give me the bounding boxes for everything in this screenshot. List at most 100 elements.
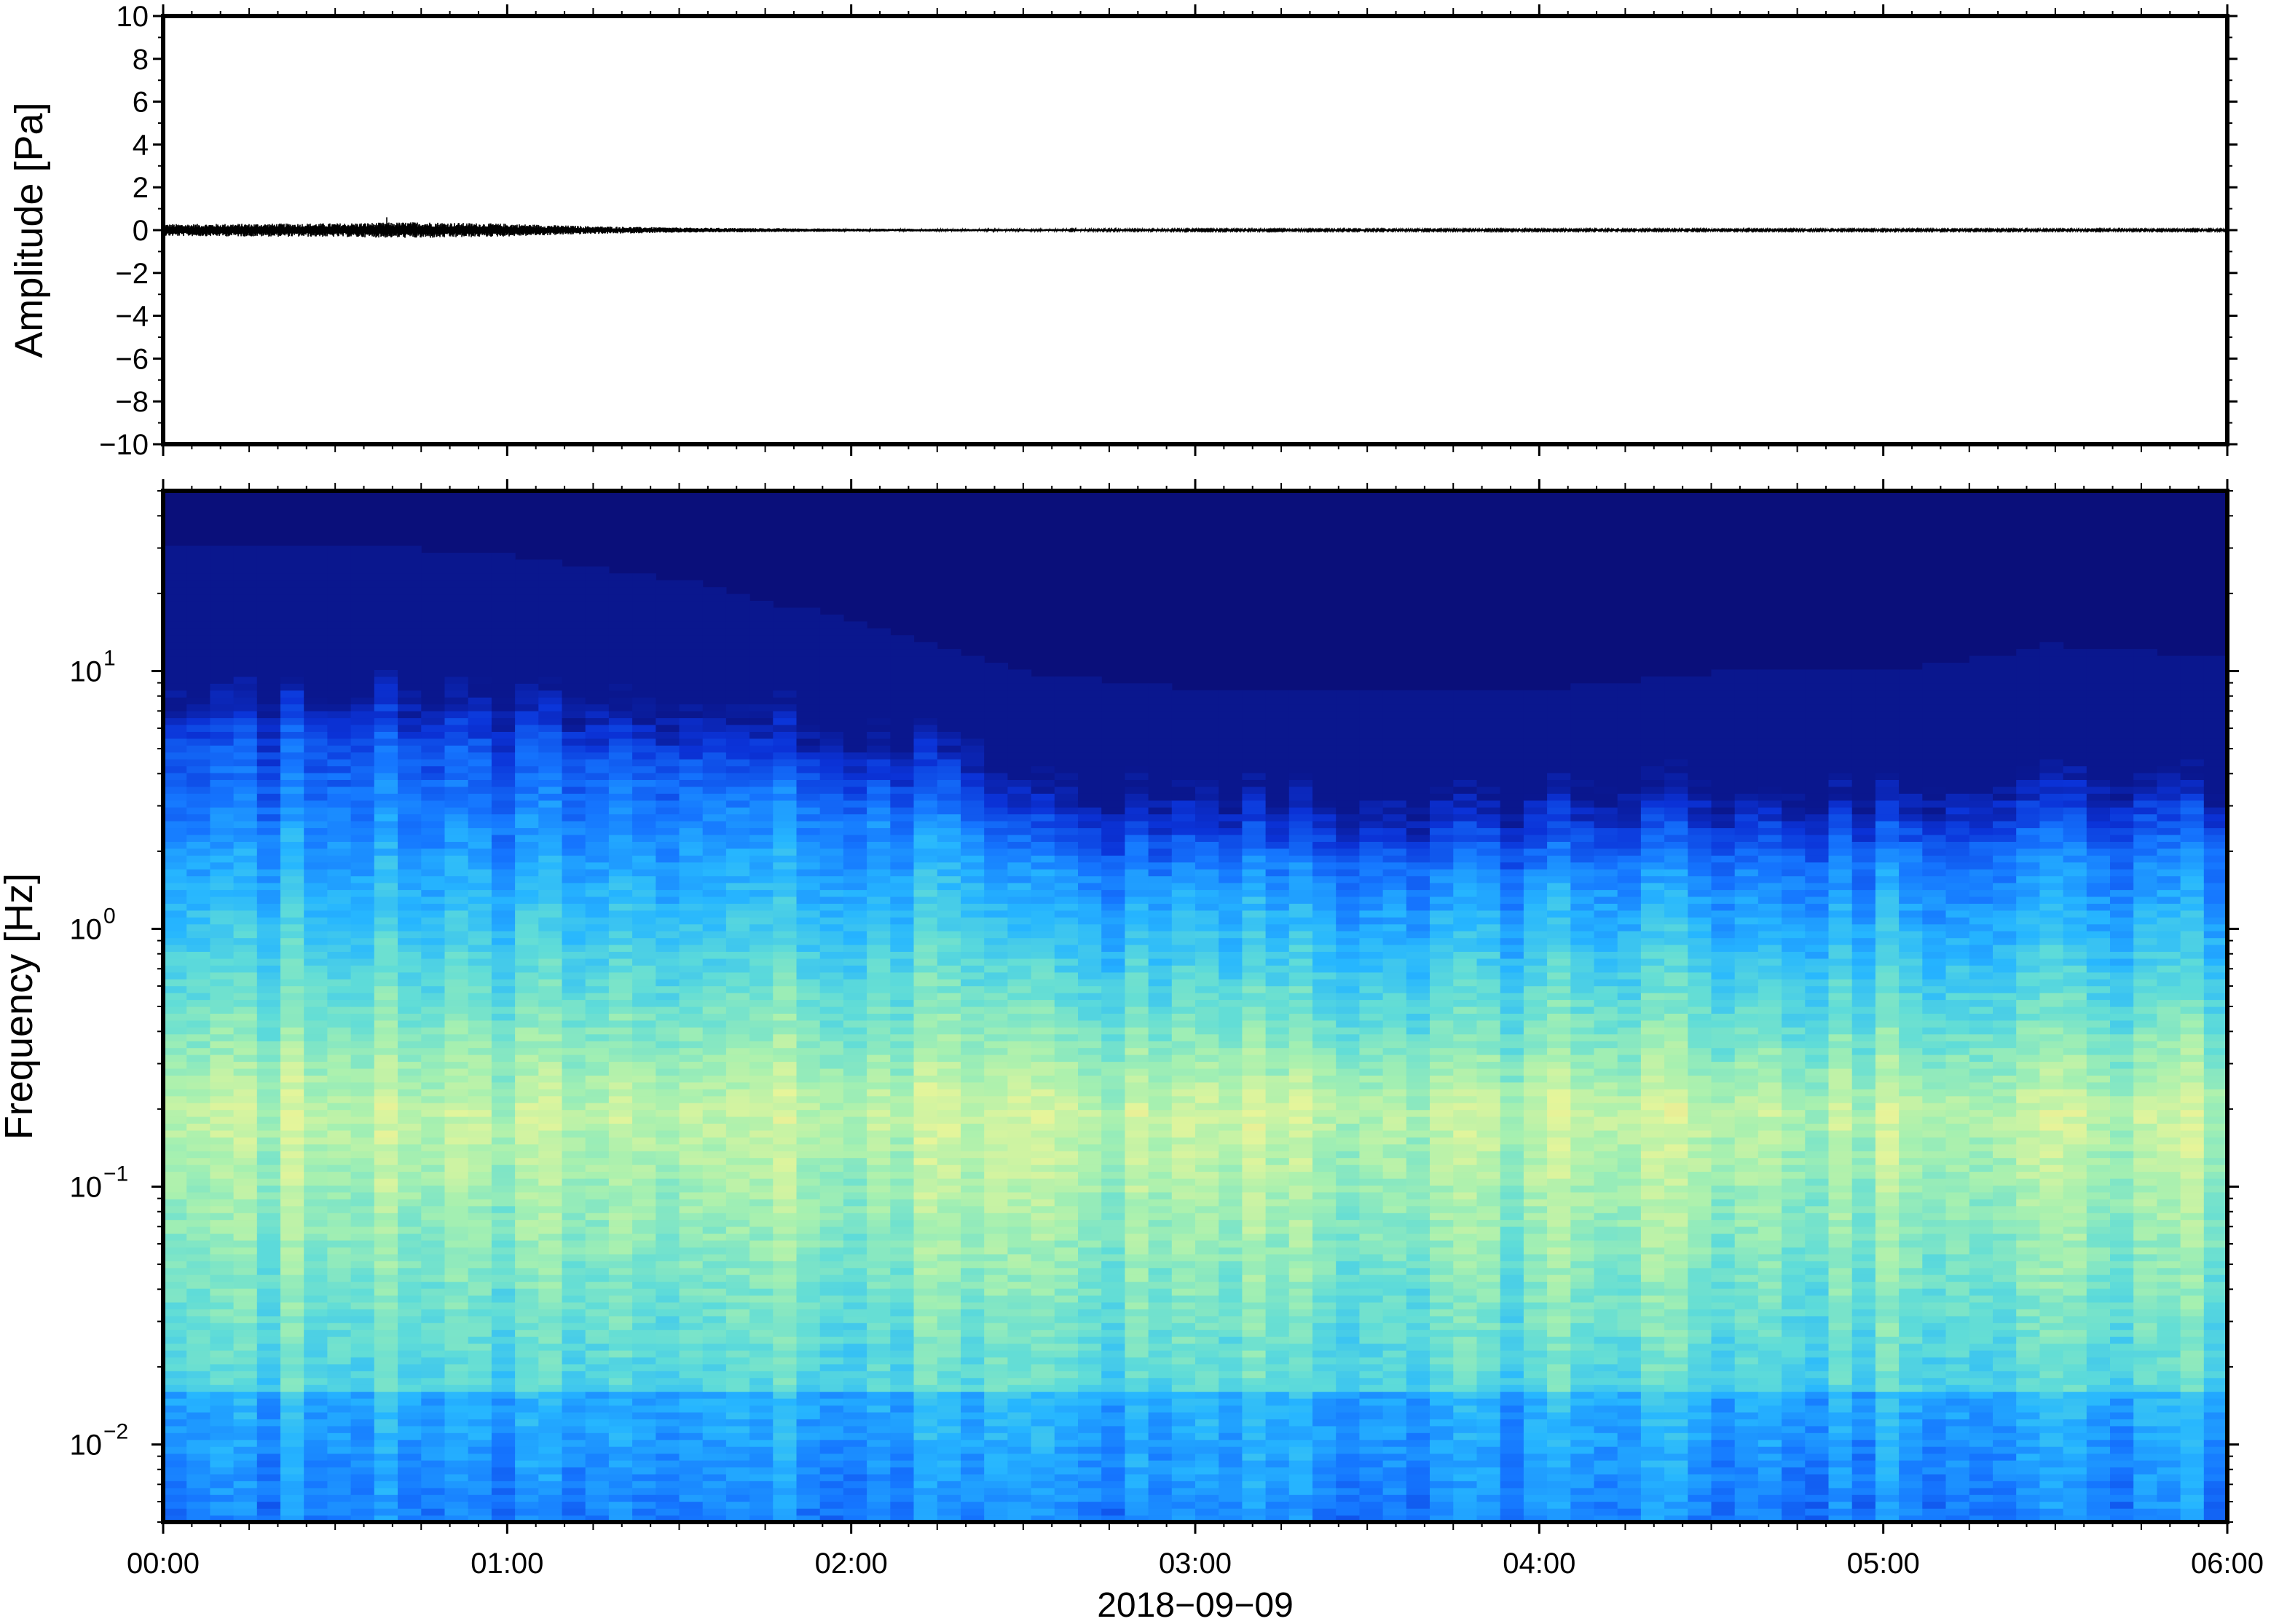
heatmap-cell xyxy=(608,896,633,904)
heatmap-cell xyxy=(374,1384,398,1392)
heatmap-cell xyxy=(773,1033,798,1041)
heatmap-cell xyxy=(632,1363,656,1371)
heatmap-cell xyxy=(398,553,422,560)
heatmap-cell xyxy=(843,1281,867,1289)
heatmap-cell xyxy=(421,752,446,760)
heatmap-cell xyxy=(491,559,516,567)
heatmap-cell xyxy=(538,1191,563,1199)
heatmap-cell xyxy=(749,793,774,801)
heatmap-cell xyxy=(890,862,915,870)
heatmap-cell xyxy=(632,1329,656,1337)
heatmap-cell xyxy=(374,1020,398,1028)
heatmap-cell xyxy=(398,903,422,911)
heatmap-cell xyxy=(773,883,798,891)
heatmap-cell xyxy=(327,800,352,808)
heatmap-cell xyxy=(210,875,235,883)
heatmap-cell xyxy=(725,869,750,877)
heatmap-cell xyxy=(632,1460,656,1467)
heatmap-cell xyxy=(608,821,633,829)
heatmap-cell xyxy=(421,1343,446,1351)
heatmap-cell xyxy=(890,683,915,691)
heatmap-cell xyxy=(890,1487,915,1495)
heatmap-cell xyxy=(374,601,398,608)
heatmap-cell xyxy=(468,1357,492,1365)
heatmap-cell xyxy=(843,917,867,925)
heatmap-cell xyxy=(210,1219,235,1227)
heatmap-cell xyxy=(421,1508,446,1516)
heatmap-cell xyxy=(679,993,704,1001)
heatmap-cell xyxy=(233,848,258,856)
heatmap-cell xyxy=(468,1288,492,1296)
heatmap-cell xyxy=(632,1068,656,1076)
heatmap-cell xyxy=(961,1061,985,1069)
heatmap-cell xyxy=(890,703,915,712)
heatmap-cell xyxy=(421,566,446,574)
heatmap-cell xyxy=(304,1164,328,1172)
heatmap-cell xyxy=(468,779,492,787)
heatmap-cell xyxy=(749,614,774,622)
heatmap-cell xyxy=(702,614,727,622)
heatmap-cell xyxy=(515,951,539,959)
heatmap-cell xyxy=(867,1391,891,1399)
heatmap-cell xyxy=(256,1371,281,1379)
heatmap-cell xyxy=(350,690,375,698)
heatmap-cell xyxy=(679,1191,704,1199)
heatmap-cell xyxy=(256,1295,281,1303)
heatmap-cell xyxy=(163,1116,187,1124)
heatmap-cell xyxy=(444,1377,469,1385)
heatmap-cell xyxy=(679,717,704,725)
heatmap-cell xyxy=(538,917,563,925)
heatmap-cell xyxy=(867,711,891,719)
heatmap-cell xyxy=(515,1164,539,1172)
heatmap-cell xyxy=(913,676,938,684)
y-tick-label: 10 xyxy=(117,1,149,33)
heatmap-cell xyxy=(327,1233,352,1241)
heatmap-cell xyxy=(585,1061,610,1069)
heatmap-cell xyxy=(890,917,915,925)
heatmap-cell xyxy=(280,573,304,581)
heatmap-cell xyxy=(163,1363,187,1371)
heatmap-cell xyxy=(749,1295,774,1303)
heatmap-cell xyxy=(608,1068,633,1076)
heatmap-cell xyxy=(538,765,563,773)
heatmap-cell xyxy=(304,1405,328,1413)
heatmap-cell xyxy=(562,1095,586,1103)
heatmap-cell xyxy=(608,738,633,746)
heatmap-cell xyxy=(585,1095,610,1103)
heatmap-cell xyxy=(632,896,656,904)
heatmap-cell xyxy=(961,1143,985,1151)
heatmap-cell xyxy=(233,1041,258,1049)
heatmap-cell xyxy=(444,566,469,574)
heatmap-cell xyxy=(749,1515,774,1522)
heatmap-cell xyxy=(702,793,727,801)
heatmap-cell xyxy=(679,1213,704,1221)
heatmap-cell xyxy=(608,587,633,595)
heatmap-cell xyxy=(468,1013,492,1021)
heatmap-cell xyxy=(819,635,844,643)
heatmap-cell xyxy=(210,985,235,993)
heatmap-cell xyxy=(867,1371,891,1379)
heatmap-cell xyxy=(749,786,774,794)
heatmap-cell xyxy=(444,621,469,629)
heatmap-cell xyxy=(327,614,352,622)
heatmap-cell xyxy=(327,1481,352,1489)
heatmap-cell xyxy=(163,1068,187,1076)
heatmap-cell xyxy=(210,1301,235,1309)
heatmap-cell xyxy=(468,1467,492,1475)
heatmap-cell xyxy=(961,1130,985,1138)
heatmap-cell xyxy=(350,621,375,629)
heatmap-cell xyxy=(233,773,258,780)
heatmap-cell xyxy=(819,1301,844,1309)
heatmap-cell xyxy=(749,979,774,987)
heatmap-cell xyxy=(867,951,891,959)
heatmap-cell xyxy=(163,649,187,657)
heatmap-cell xyxy=(421,1467,446,1475)
heatmap-cell xyxy=(374,1288,398,1296)
heatmap-cell xyxy=(608,1281,633,1289)
heatmap-cell xyxy=(374,1013,398,1021)
heatmap-cell xyxy=(398,1343,422,1351)
heatmap-cell xyxy=(468,553,492,560)
heatmap-cell xyxy=(538,1253,563,1261)
heatmap-cell xyxy=(186,993,210,1001)
heatmap-cell xyxy=(608,1301,633,1309)
